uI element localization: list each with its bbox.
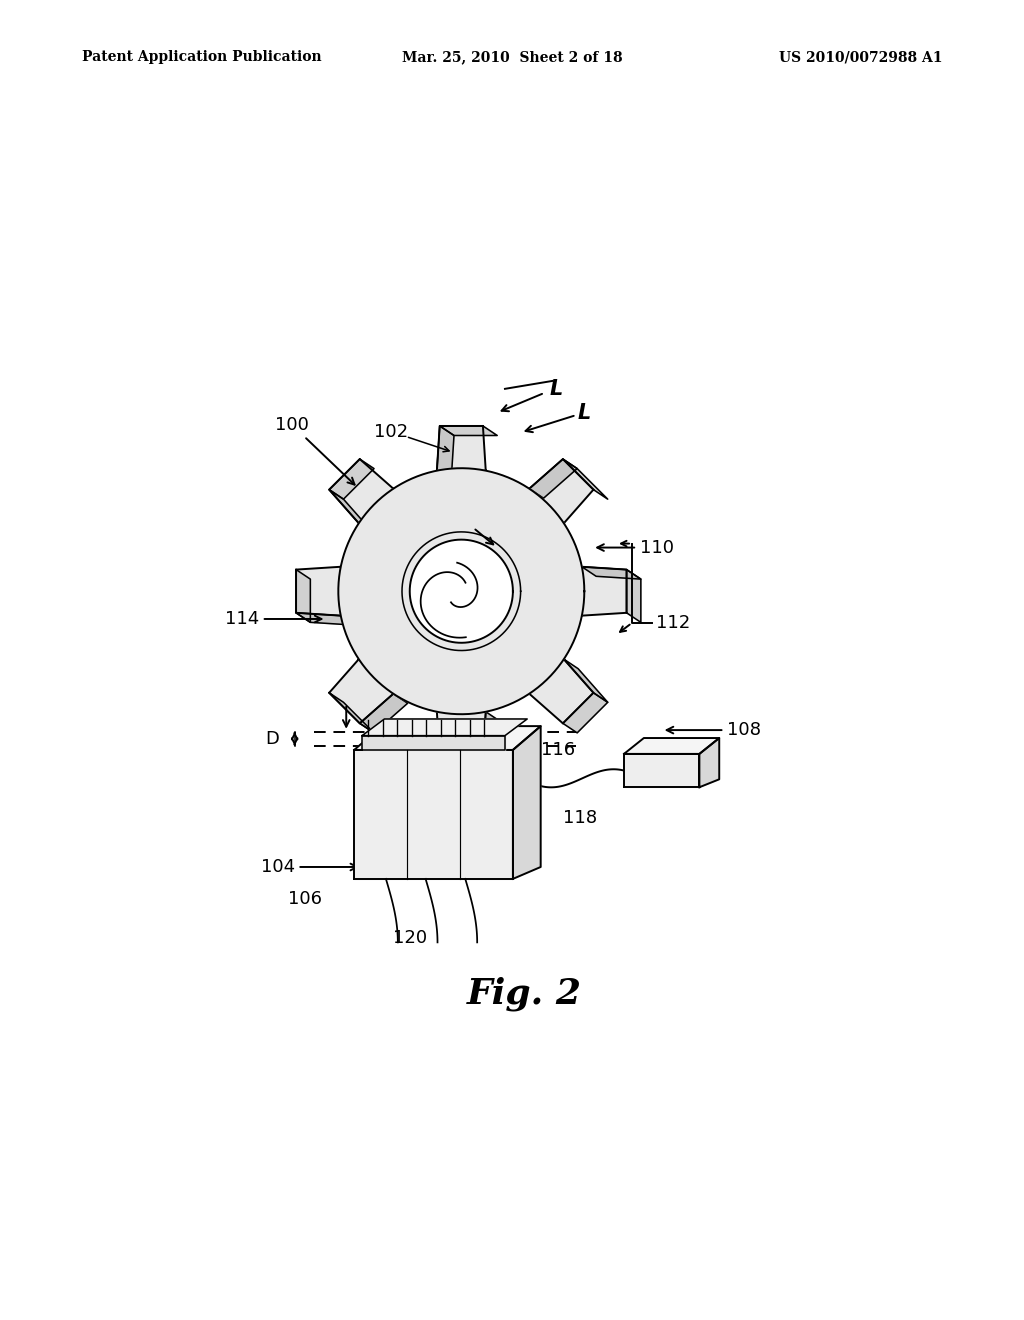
Text: 110: 110: [597, 539, 674, 557]
Text: 100: 100: [274, 416, 354, 484]
Polygon shape: [359, 694, 408, 733]
Text: 114: 114: [224, 610, 322, 628]
Polygon shape: [582, 566, 641, 579]
Text: L: L: [578, 403, 591, 422]
Polygon shape: [439, 756, 498, 766]
Text: 112: 112: [655, 614, 690, 632]
Text: 102: 102: [374, 424, 409, 441]
Polygon shape: [513, 726, 541, 879]
Polygon shape: [529, 659, 594, 723]
Polygon shape: [329, 459, 393, 523]
Polygon shape: [699, 738, 719, 787]
Text: Mar. 25, 2010  Sheet 2 of 18: Mar. 25, 2010 Sheet 2 of 18: [401, 50, 623, 65]
Text: 118: 118: [563, 809, 597, 826]
Text: 104: 104: [260, 858, 357, 876]
Polygon shape: [362, 719, 527, 735]
Polygon shape: [329, 659, 393, 723]
Text: Patent Application Publication: Patent Application Publication: [82, 50, 322, 65]
Polygon shape: [439, 426, 498, 436]
Polygon shape: [483, 711, 500, 766]
Polygon shape: [529, 459, 594, 523]
Polygon shape: [329, 693, 374, 733]
Polygon shape: [329, 459, 374, 499]
Polygon shape: [624, 754, 699, 787]
Polygon shape: [296, 566, 341, 615]
Polygon shape: [564, 659, 607, 702]
Text: 106: 106: [289, 890, 323, 908]
Text: US 2010/0072988 A1: US 2010/0072988 A1: [778, 50, 942, 65]
Polygon shape: [563, 459, 607, 499]
Polygon shape: [354, 726, 541, 750]
Polygon shape: [437, 426, 454, 480]
Polygon shape: [329, 490, 373, 533]
Polygon shape: [338, 469, 585, 714]
Polygon shape: [296, 612, 355, 626]
Text: 116: 116: [541, 741, 574, 759]
Polygon shape: [529, 459, 578, 498]
Text: Fig. 2: Fig. 2: [467, 977, 583, 1011]
Text: 120: 120: [392, 929, 427, 948]
Polygon shape: [362, 735, 505, 750]
Polygon shape: [624, 738, 719, 754]
Polygon shape: [410, 540, 513, 643]
Polygon shape: [437, 711, 485, 756]
Polygon shape: [296, 570, 310, 622]
Text: 108: 108: [667, 721, 761, 739]
Polygon shape: [582, 566, 627, 615]
Text: D: D: [265, 730, 279, 748]
Polygon shape: [627, 570, 641, 622]
Polygon shape: [354, 750, 513, 879]
Polygon shape: [437, 426, 485, 471]
Text: L: L: [550, 379, 563, 399]
Polygon shape: [563, 693, 607, 733]
